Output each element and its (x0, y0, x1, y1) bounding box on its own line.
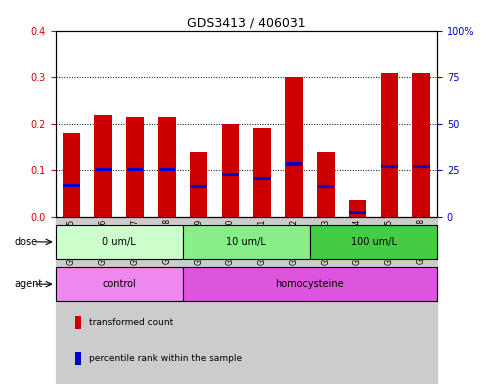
Bar (183, 217, 214, 384)
Text: percentile rank within the sample: percentile rank within the sample (89, 354, 242, 363)
Bar (95, 114, 112, 217)
Bar (310, 217, 342, 384)
Bar (412, 73, 430, 217)
Bar (127, 168, 143, 171)
Bar (190, 152, 207, 217)
Bar (56, 225, 183, 259)
Bar (119, 217, 151, 384)
Text: homocysteine: homocysteine (276, 279, 344, 289)
Bar (63, 133, 80, 217)
Bar (214, 217, 246, 384)
Text: control: control (102, 279, 136, 289)
Bar (75, 352, 82, 364)
Text: 100 um/L: 100 um/L (351, 237, 397, 247)
Bar (405, 217, 437, 384)
Bar (183, 225, 310, 259)
Bar (349, 211, 366, 214)
Bar (222, 173, 239, 176)
Bar (310, 225, 437, 259)
Text: dose: dose (14, 237, 38, 247)
Bar (381, 165, 398, 168)
Bar (285, 77, 303, 217)
Bar (56, 267, 183, 301)
Text: transformed count: transformed count (89, 318, 173, 327)
Bar (381, 73, 398, 217)
Bar (183, 267, 437, 301)
Bar (278, 217, 310, 384)
Bar (95, 168, 112, 171)
Bar (87, 217, 119, 384)
Bar (286, 162, 302, 166)
Bar (222, 124, 239, 217)
Text: 10 um/L: 10 um/L (227, 237, 266, 247)
Bar (413, 165, 429, 168)
Bar (317, 185, 334, 188)
Title: GDS3413 / 406031: GDS3413 / 406031 (187, 17, 306, 30)
Bar (63, 184, 80, 187)
Bar (342, 217, 373, 384)
Bar (254, 177, 270, 180)
Bar (349, 200, 367, 217)
Bar (75, 316, 82, 329)
Bar (373, 217, 405, 384)
Text: 0 um/L: 0 um/L (102, 237, 136, 247)
Bar (151, 217, 183, 384)
Bar (317, 152, 335, 217)
Bar (158, 168, 175, 171)
Bar (56, 217, 87, 384)
Bar (126, 117, 144, 217)
Text: agent: agent (14, 279, 43, 289)
Bar (158, 117, 176, 217)
Bar (246, 217, 278, 384)
Bar (190, 185, 207, 188)
Bar (254, 129, 271, 217)
